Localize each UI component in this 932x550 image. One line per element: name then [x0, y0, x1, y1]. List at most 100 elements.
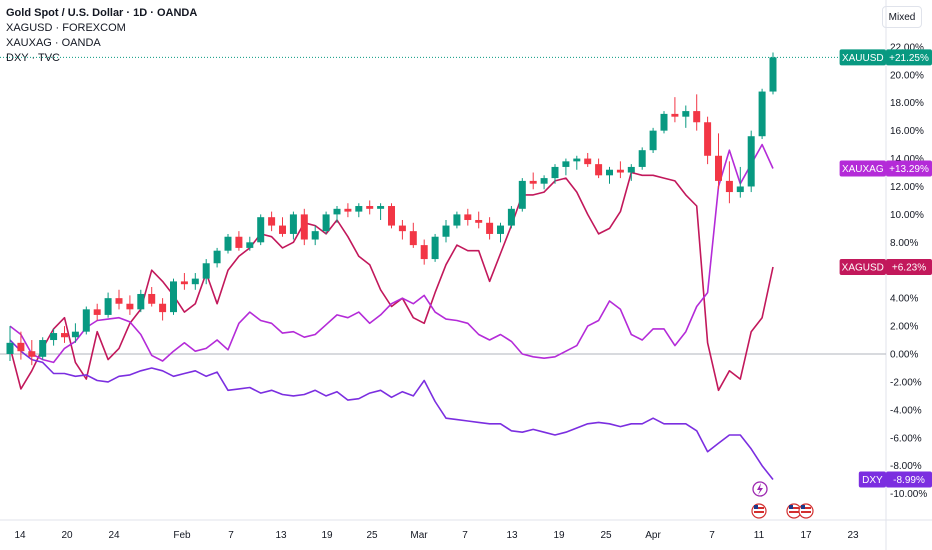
candle-body	[279, 225, 286, 234]
candle-body	[39, 340, 47, 357]
candle-body	[93, 309, 101, 315]
price-tag-name: XAUUSD	[842, 53, 884, 64]
flag-canton	[789, 505, 793, 509]
candle-body	[180, 281, 188, 285]
candle-body	[551, 166, 559, 179]
candle-body	[202, 263, 210, 279]
candle-body	[137, 293, 145, 310]
price-tag-name: XAGUSD	[842, 263, 884, 274]
candle-body	[715, 155, 722, 181]
candle-body	[246, 242, 254, 248]
candle-body	[377, 206, 385, 209]
x-tick-label: 13	[275, 530, 287, 541]
candle-body	[595, 164, 603, 176]
x-tick-label: 13	[506, 530, 518, 541]
candle-body	[725, 180, 733, 193]
x-tick-label: 19	[321, 530, 333, 541]
chart-legend: Gold Spot / U.S. Dollar · 1D · OANDA XAG…	[6, 6, 197, 66]
price-tag-value: -8.99%	[893, 475, 925, 486]
candle-body	[464, 214, 472, 220]
candle-body	[289, 214, 297, 234]
candle-body	[660, 113, 668, 131]
candle-body	[388, 206, 395, 226]
y-tick-label: -2.00%	[890, 377, 922, 388]
candle-body	[616, 169, 624, 173]
candle-body	[453, 214, 461, 226]
price-tag-value-bg	[886, 259, 932, 276]
flag-stripe	[754, 507, 764, 509]
price-tag-value: +13.29%	[889, 164, 929, 175]
candle-body	[170, 281, 177, 313]
legend-line-xagusd: XAGUSD · FOREXCOM	[6, 22, 126, 34]
candle-body	[355, 206, 363, 212]
candle-body	[191, 278, 199, 285]
x-tick-label: 20	[61, 530, 73, 541]
y-tick-label: 12.00%	[890, 182, 924, 193]
y-tick-label: -8.00%	[890, 461, 922, 472]
candle-body	[82, 309, 90, 332]
y-tick-label: 8.00%	[890, 238, 918, 249]
candle-body	[61, 333, 68, 338]
candle-body	[366, 206, 374, 209]
scale-mode-button[interactable]: Mixed	[882, 6, 922, 28]
candle-body	[115, 298, 123, 304]
candle-body	[431, 236, 439, 260]
y-tick-label: 2.00%	[890, 322, 918, 333]
price-tag-name-bg	[839, 259, 886, 276]
legend-title: Gold Spot / U.S. Dollar · 1D · OANDA	[6, 7, 198, 19]
x-tick-label: 17	[800, 530, 812, 541]
y-tick-label: 0.00%	[890, 350, 918, 361]
candle-body	[747, 136, 755, 187]
series-line-dxy	[9, 339, 774, 480]
candle-body	[235, 236, 243, 248]
flag-stripe	[789, 511, 799, 513]
series-line-xauxag	[9, 143, 774, 364]
events-group	[751, 481, 814, 519]
candle-body	[224, 236, 232, 251]
candle-body	[148, 293, 156, 304]
x-tick-label: 25	[366, 530, 378, 541]
x-tick-label: 25	[600, 530, 612, 541]
candle-body	[704, 122, 712, 156]
price-tag-value-bg	[886, 471, 932, 488]
y-tick-label: 20.00%	[890, 70, 924, 81]
price-tag-name: XAUXAG	[842, 164, 884, 175]
candle-body	[333, 208, 341, 215]
candle-body	[311, 231, 319, 240]
price-tag-name-bg	[839, 160, 886, 177]
x-tick-label: Apr	[645, 530, 661, 541]
y-tick-label: 18.00%	[890, 98, 924, 109]
x-tick-label: Mar	[410, 530, 428, 541]
series-line-xagusd	[9, 171, 774, 392]
candle-body	[758, 91, 766, 137]
candle-body	[442, 225, 450, 237]
flag-stripe	[801, 507, 811, 509]
candle-body	[769, 57, 777, 92]
x-tick-label: 7	[228, 530, 234, 541]
candle-body	[409, 231, 417, 246]
candle-body	[518, 180, 526, 209]
candle-body	[268, 217, 276, 226]
candle-body	[486, 222, 494, 234]
flag-stripe	[789, 507, 799, 509]
candle-body	[475, 219, 483, 223]
candle-body	[420, 245, 428, 260]
candle-body	[606, 169, 613, 176]
price-tag-xauxag: XAUXAG +13.29%	[839, 160, 932, 177]
x-tick-label: 23	[847, 530, 859, 541]
candle-body	[562, 161, 570, 167]
legend-line-xauxag: XAUXAG · OANDA	[6, 37, 101, 49]
candle-body	[104, 298, 112, 315]
candle-body	[71, 331, 79, 338]
flag-stripe	[754, 511, 764, 513]
y-tick-label: 4.00%	[890, 294, 918, 305]
price-tag-name-bg	[839, 49, 886, 66]
price-tag-value: +21.25%	[889, 53, 929, 64]
candle-body	[649, 130, 657, 151]
candle-body	[213, 250, 221, 264]
flag-canton	[801, 505, 805, 509]
x-tick-label: 19	[553, 530, 565, 541]
candle-body	[50, 333, 58, 341]
y-tick-label: -6.00%	[890, 433, 922, 444]
